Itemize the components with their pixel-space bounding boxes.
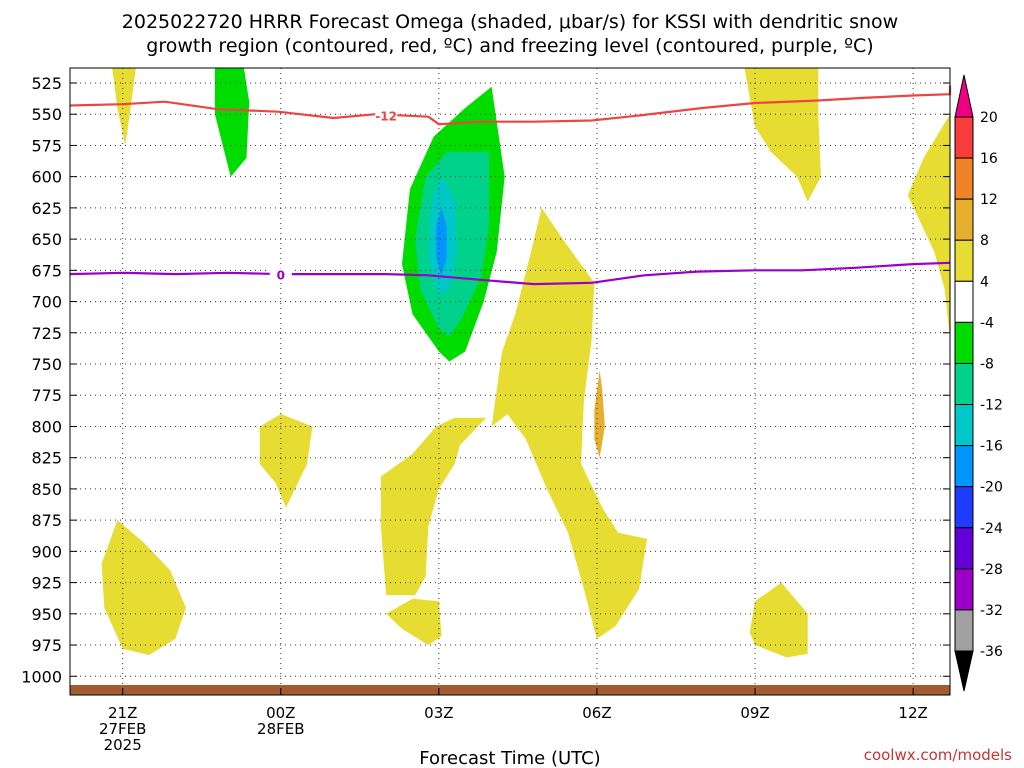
y-tick-label-6: 675 [31,261,62,280]
colorbar-label-4: 4 [980,274,989,290]
colorbar: 20 16 12 8 4 -4 -8 -12 -16 -20 -24 -28 -32 -36 [954,74,1003,692]
x-tick-label-5-0: 12Z [898,704,927,722]
y-tick-label-10: 775 [31,386,62,405]
colorbar-label-7: -12 [980,398,1003,414]
colorbar-box-12 [954,116,974,159]
x-axis-label: Forecast Time (UTC) [419,748,600,768]
y-tick-label-4: 625 [31,199,62,218]
colorbar-label-12: -32 [980,603,1003,619]
colorbar-box-1 [954,568,974,611]
colorbar-box-4 [954,445,974,488]
colorbar-under-triangle [954,650,974,692]
x-tick-label-2-0: 03Z [424,704,453,722]
x-tick-label-0-2: 2025 [104,736,142,754]
y-tick-label-12: 825 [31,449,62,468]
y-tick-label-9: 750 [31,355,62,374]
chart-title-line-1: 2025022720 HRRR Forecast Omega (shaded, … [122,11,898,33]
chart-title-line-2: growth region (contoured, red, ºC) and f… [146,35,873,57]
contour-label-bg--12 [375,109,398,124]
ground-band [70,685,950,695]
y-tick-label-18: 975 [31,636,62,655]
credit-text: coolwx.com/models [864,746,1012,764]
omega-region-7 [259,414,313,508]
colorbar-label-10: -24 [980,521,1003,537]
y-tick-label-0: 525 [31,74,62,93]
colorbar-box-8 [954,280,974,323]
x-tick-label-0-0: 21Z [108,704,137,722]
y-tick-label-2: 575 [31,136,62,155]
colorbar-label-11: -28 [980,562,1003,578]
y-tick-label-5: 650 [31,230,62,249]
colorbar-over-triangle [954,74,974,118]
y-tick-label-14: 875 [31,511,62,530]
colorbar-box-0 [954,609,974,652]
omega-region-12 [749,582,808,658]
x-tick-label-1-1: 28FEB [257,720,304,738]
contour-label-0: 0 [277,268,285,282]
ground-band-rect [70,685,950,695]
colorbar-label-5: -4 [980,315,994,331]
colorbar-box-11 [954,157,974,200]
colorbar-label-2: 12 [980,192,998,208]
y-tick-label-7: 700 [31,293,62,312]
y-tick-label-13: 850 [31,480,62,499]
colorbar-label-3: 8 [980,233,989,249]
contour-label-bg-0 [269,268,292,283]
colorbar-label-9: -20 [980,480,1003,496]
x-tick-label-4-0: 09Z [740,704,769,722]
colorbar-label-13: -36 [980,644,1003,660]
colorbar-box-3 [954,486,974,529]
colorbar-box-2 [954,527,974,570]
contour-line-0 [69,261,951,286]
x-tick-label-3-0: 06Z [582,704,611,722]
y-tick-label-16: 925 [31,574,62,593]
omega-region-14 [907,68,950,411]
colorbar-box-6 [954,362,974,406]
y-axis: 525 550 575 600 625 650 675 700 725 750 775 800 825 8… [21,74,950,686]
plot-frame [69,67,951,696]
colorbar-label-0: 20 [980,110,998,126]
contour-line--12 [69,85,952,126]
contour-label--12: -12 [375,110,397,124]
x-tick-label-1-0: 00Z [266,704,295,722]
y-tick-label-17: 950 [31,605,62,624]
x-tick-label-0-1: 27FEB [99,720,146,738]
contour-lines: -12 0 [69,85,952,286]
colorbar-box-10 [954,198,974,241]
omega-region-10 [386,598,442,645]
omega-region-15 [594,370,605,458]
omega-region-6 [112,68,136,146]
colorbar-box-7 [954,321,974,364]
colorbar-label-1: 16 [980,151,998,167]
colorbar-label-6: -8 [980,356,994,372]
y-tick-label-19: 1000 [21,667,62,686]
omega-region-5 [436,207,447,277]
colorbar-label-8: -16 [980,439,1003,455]
grid-lines [70,68,950,695]
omega-region-11 [491,207,647,639]
y-tick-label-11: 800 [31,417,62,436]
y-tick-label-3: 600 [31,168,62,187]
y-tick-label-1: 550 [31,105,62,124]
y-tick-label-15: 900 [31,542,62,561]
omega-region-0 [214,68,250,177]
colorbar-box-9 [954,239,974,282]
colorbar-box-5 [954,404,974,447]
omega-region-9 [380,417,487,596]
plot-area: -12 0 [69,67,952,696]
y-tick-label-8: 725 [31,324,62,343]
